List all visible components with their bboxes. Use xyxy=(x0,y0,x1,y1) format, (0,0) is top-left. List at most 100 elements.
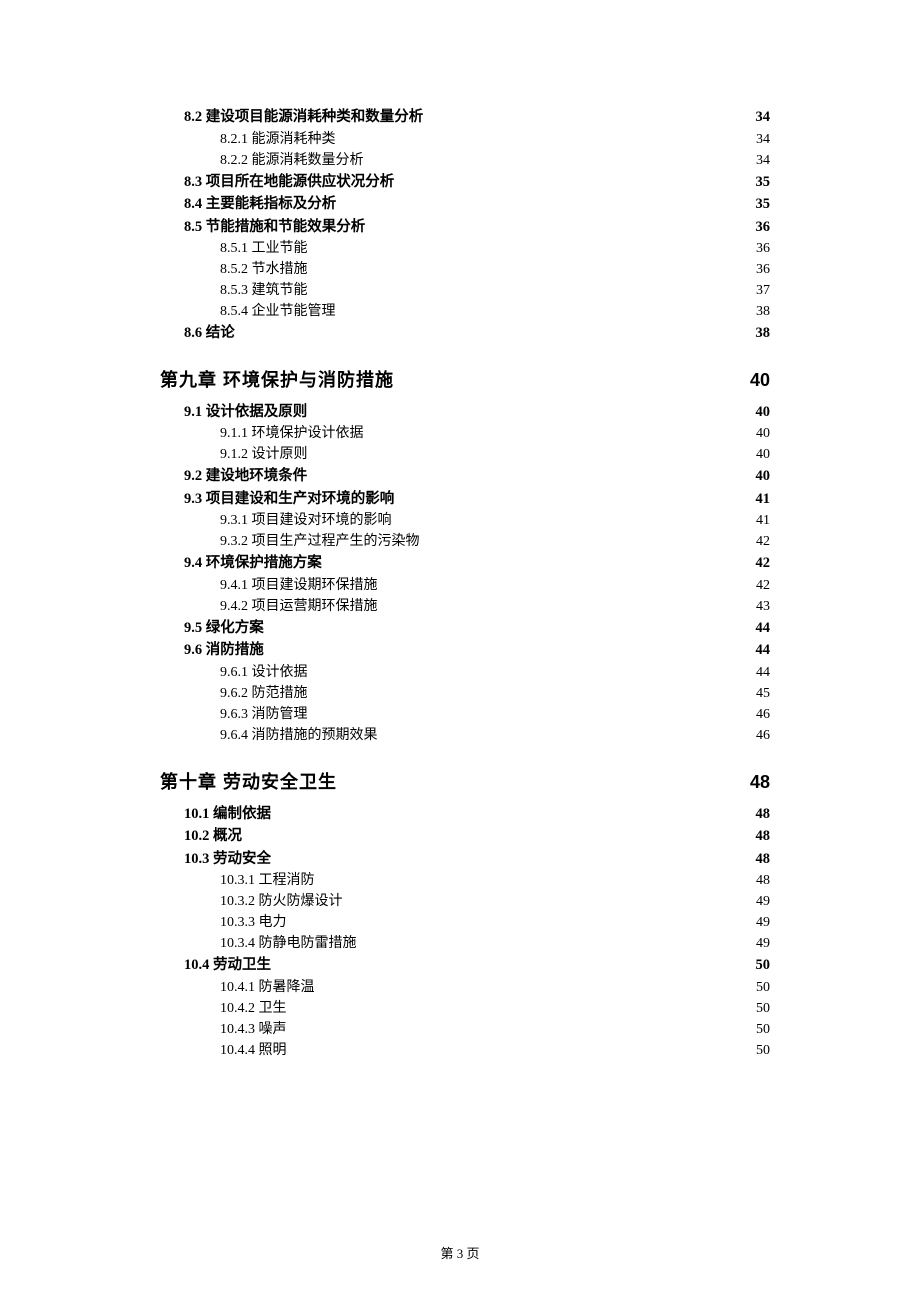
toc-entry-page: 37 xyxy=(756,284,770,298)
toc-entry: 9.3 项目建设和生产对环境的影响41 xyxy=(184,492,770,507)
toc-entry-label: 9.6.1 设计依据 xyxy=(220,666,308,680)
toc-entry-page: 50 xyxy=(756,981,770,995)
toc-entry: 第十章 劳动安全卫生48 xyxy=(160,773,770,791)
toc-entry-label: 9.6.2 防范措施 xyxy=(220,687,308,701)
toc-entry-page: 50 xyxy=(756,1044,770,1058)
toc-entry-label: 9.5 绿化方案 xyxy=(184,621,264,636)
toc-entry-label: 10.3 劳动安全 xyxy=(184,852,271,867)
toc-entry: 10.4 劳动卫生50 xyxy=(184,958,770,973)
toc-entry-page: 42 xyxy=(756,535,770,549)
toc-entry-page: 40 xyxy=(756,469,771,484)
toc-entry: 10.3 劳动安全 48 xyxy=(184,852,770,867)
toc-entry: 10.1 编制依据 48 xyxy=(184,807,770,822)
page-footer: 第 3 页 xyxy=(0,1243,920,1262)
toc-entry-page: 40 xyxy=(750,371,770,389)
toc-entry-label: 8.2 建设项目能源消耗种类和数量分析 xyxy=(184,110,423,125)
toc-entry: 8.2.1 能源消耗种类 34 xyxy=(220,133,770,147)
toc-entry-label: 8.5 节能措施和节能效果分析 xyxy=(184,220,365,235)
toc-entry-page: 44 xyxy=(756,621,771,636)
toc-entry: 9.4 环境保护措施方案42 xyxy=(184,556,770,571)
toc-entry-label: 10.4.1 防暑降温 xyxy=(220,981,315,995)
toc-entry: 9.6.2 防范措施 45 xyxy=(220,687,770,701)
toc-entry: 9.4.1 项目建设期环保措施 42 xyxy=(220,579,770,593)
toc-entry: 8.4 主要能耗指标及分析 35 xyxy=(184,197,770,212)
toc-entry-page: 40 xyxy=(756,405,771,420)
toc-entry-label: 10.4.4 照明 xyxy=(220,1044,287,1058)
toc-entry-label: 9.6.4 消防措施的预期效果 xyxy=(220,729,378,743)
toc-entry-label: 10.3.2 防火防爆设计 xyxy=(220,895,343,909)
toc-entry-page: 49 xyxy=(756,937,770,951)
toc-entry-page: 43 xyxy=(756,600,770,614)
toc-entry-page: 35 xyxy=(756,175,771,190)
toc-entry: 9.3.1 项目建设对环境的影响41 xyxy=(220,514,770,528)
toc-entry-page: 38 xyxy=(756,326,771,341)
toc-entry-page: 36 xyxy=(756,242,770,256)
toc-entry-label: 8.5.2 节水措施 xyxy=(220,263,308,277)
toc-entry-label: 10.3.3 电力 xyxy=(220,916,287,930)
toc-entry-label: 第十章 劳动安全卫生 xyxy=(160,773,337,791)
toc-entry-page: 34 xyxy=(756,133,770,147)
toc-entry: 10.4.1 防暑降温 50 xyxy=(220,981,770,995)
toc-entry-page: 42 xyxy=(756,579,770,593)
toc-entry: 8.5.4 企业节能管理38 xyxy=(220,305,770,319)
toc-entry-label: 10.1 编制依据 xyxy=(184,807,271,822)
toc-entry: 8.5.2 节水措施 36 xyxy=(220,263,770,277)
toc-entry: 10.4.2 卫生 50 xyxy=(220,1002,770,1016)
toc-entry: 9.6.1 设计依据44 xyxy=(220,666,770,680)
toc-entry: 8.2 建设项目能源消耗种类和数量分析 34 xyxy=(184,110,770,125)
toc-entry-page: 34 xyxy=(756,154,770,168)
toc-entry-label: 第九章 环境保护与消防措施 xyxy=(160,371,394,389)
toc-entry-page: 35 xyxy=(756,197,771,212)
toc-entry-label: 9.4.1 项目建设期环保措施 xyxy=(220,579,378,593)
toc-entry: 9.2 建设地环境条件 40 xyxy=(184,469,770,484)
toc-entry: 9.6.4 消防措施的预期效果 46 xyxy=(220,729,770,743)
toc-entry-label: 10.4.3 噪声 xyxy=(220,1023,287,1037)
toc-entry-page: 50 xyxy=(756,958,771,973)
toc-entry-page: 48 xyxy=(756,807,771,822)
toc-entry: 10.2 概况48 xyxy=(184,829,770,844)
toc-entry-page: 36 xyxy=(756,263,770,277)
toc-entry-page: 50 xyxy=(756,1023,770,1037)
toc-entry-page: 49 xyxy=(756,916,770,930)
toc-entry-page: 44 xyxy=(756,643,771,658)
toc-entry: 10.3.4 防静电防雷措施 49 xyxy=(220,937,770,951)
toc-entry-page: 48 xyxy=(756,852,771,867)
toc-entry-label: 10.4.2 卫生 xyxy=(220,1002,287,1016)
toc-entry-label: 9.1.1 环境保护设计依据 xyxy=(220,427,364,441)
toc-entry-page: 50 xyxy=(756,1002,770,1016)
toc-entry-page: 46 xyxy=(756,729,770,743)
toc-entry: 8.3 项目所在地能源供应状况分析35 xyxy=(184,175,770,190)
toc-entry-label: 9.4 环境保护措施方案 xyxy=(184,556,322,571)
toc-entry-label: 8.6 结论 xyxy=(184,326,235,341)
toc-entry: 9.1 设计依据及原则40 xyxy=(184,405,770,420)
toc-entry-label: 8.2.1 能源消耗种类 xyxy=(220,133,336,147)
toc-entry: 10.4.3 噪声 50 xyxy=(220,1023,770,1037)
toc-entry-label: 8.5.3 建筑节能 xyxy=(220,284,308,298)
toc-entry-page: 48 xyxy=(756,874,770,888)
toc-entry-label: 8.4 主要能耗指标及分析 xyxy=(184,197,336,212)
toc-entry-page: 34 xyxy=(756,110,771,125)
toc-entry: 10.3.1 工程消防 48 xyxy=(220,874,770,888)
toc-entry: 8.6 结论 38 xyxy=(184,326,770,341)
toc-entry-page: 41 xyxy=(756,514,770,528)
toc-entry: 10.3.2 防火防爆设计49 xyxy=(220,895,770,909)
toc-entry: 8.5.3 建筑节能 37 xyxy=(220,284,770,298)
toc-entry-page: 38 xyxy=(756,305,770,319)
toc-entry: 9.3.2 项目生产过程产生的污染物42 xyxy=(220,535,770,549)
toc-entry: 8.5.1 工业节能 36 xyxy=(220,242,770,256)
toc-entry: 9.6.3 消防管理 46 xyxy=(220,708,770,722)
toc-entry-page: 36 xyxy=(756,220,771,235)
toc-entry-label: 9.4.2 项目运营期环保措施 xyxy=(220,600,378,614)
toc-entry: 8.2.2 能源消耗数量分析 34 xyxy=(220,154,770,168)
toc-entry-label: 10.3.1 工程消防 xyxy=(220,874,315,888)
toc-entry-page: 41 xyxy=(756,492,771,507)
toc-entry-label: 9.6.3 消防管理 xyxy=(220,708,308,722)
toc-entry-label: 9.2 建设地环境条件 xyxy=(184,469,307,484)
toc-entry-page: 45 xyxy=(756,687,770,701)
toc-entry: 8.5 节能措施和节能效果分析 36 xyxy=(184,220,770,235)
toc-entry: 第九章 环境保护与消防措施 40 xyxy=(160,371,770,389)
toc-entry-label: 8.5.1 工业节能 xyxy=(220,242,308,256)
toc-entry-label: 10.3.4 防静电防雷措施 xyxy=(220,937,357,951)
toc-entry-label: 8.2.2 能源消耗数量分析 xyxy=(220,154,364,168)
toc-entry-page: 46 xyxy=(756,708,770,722)
